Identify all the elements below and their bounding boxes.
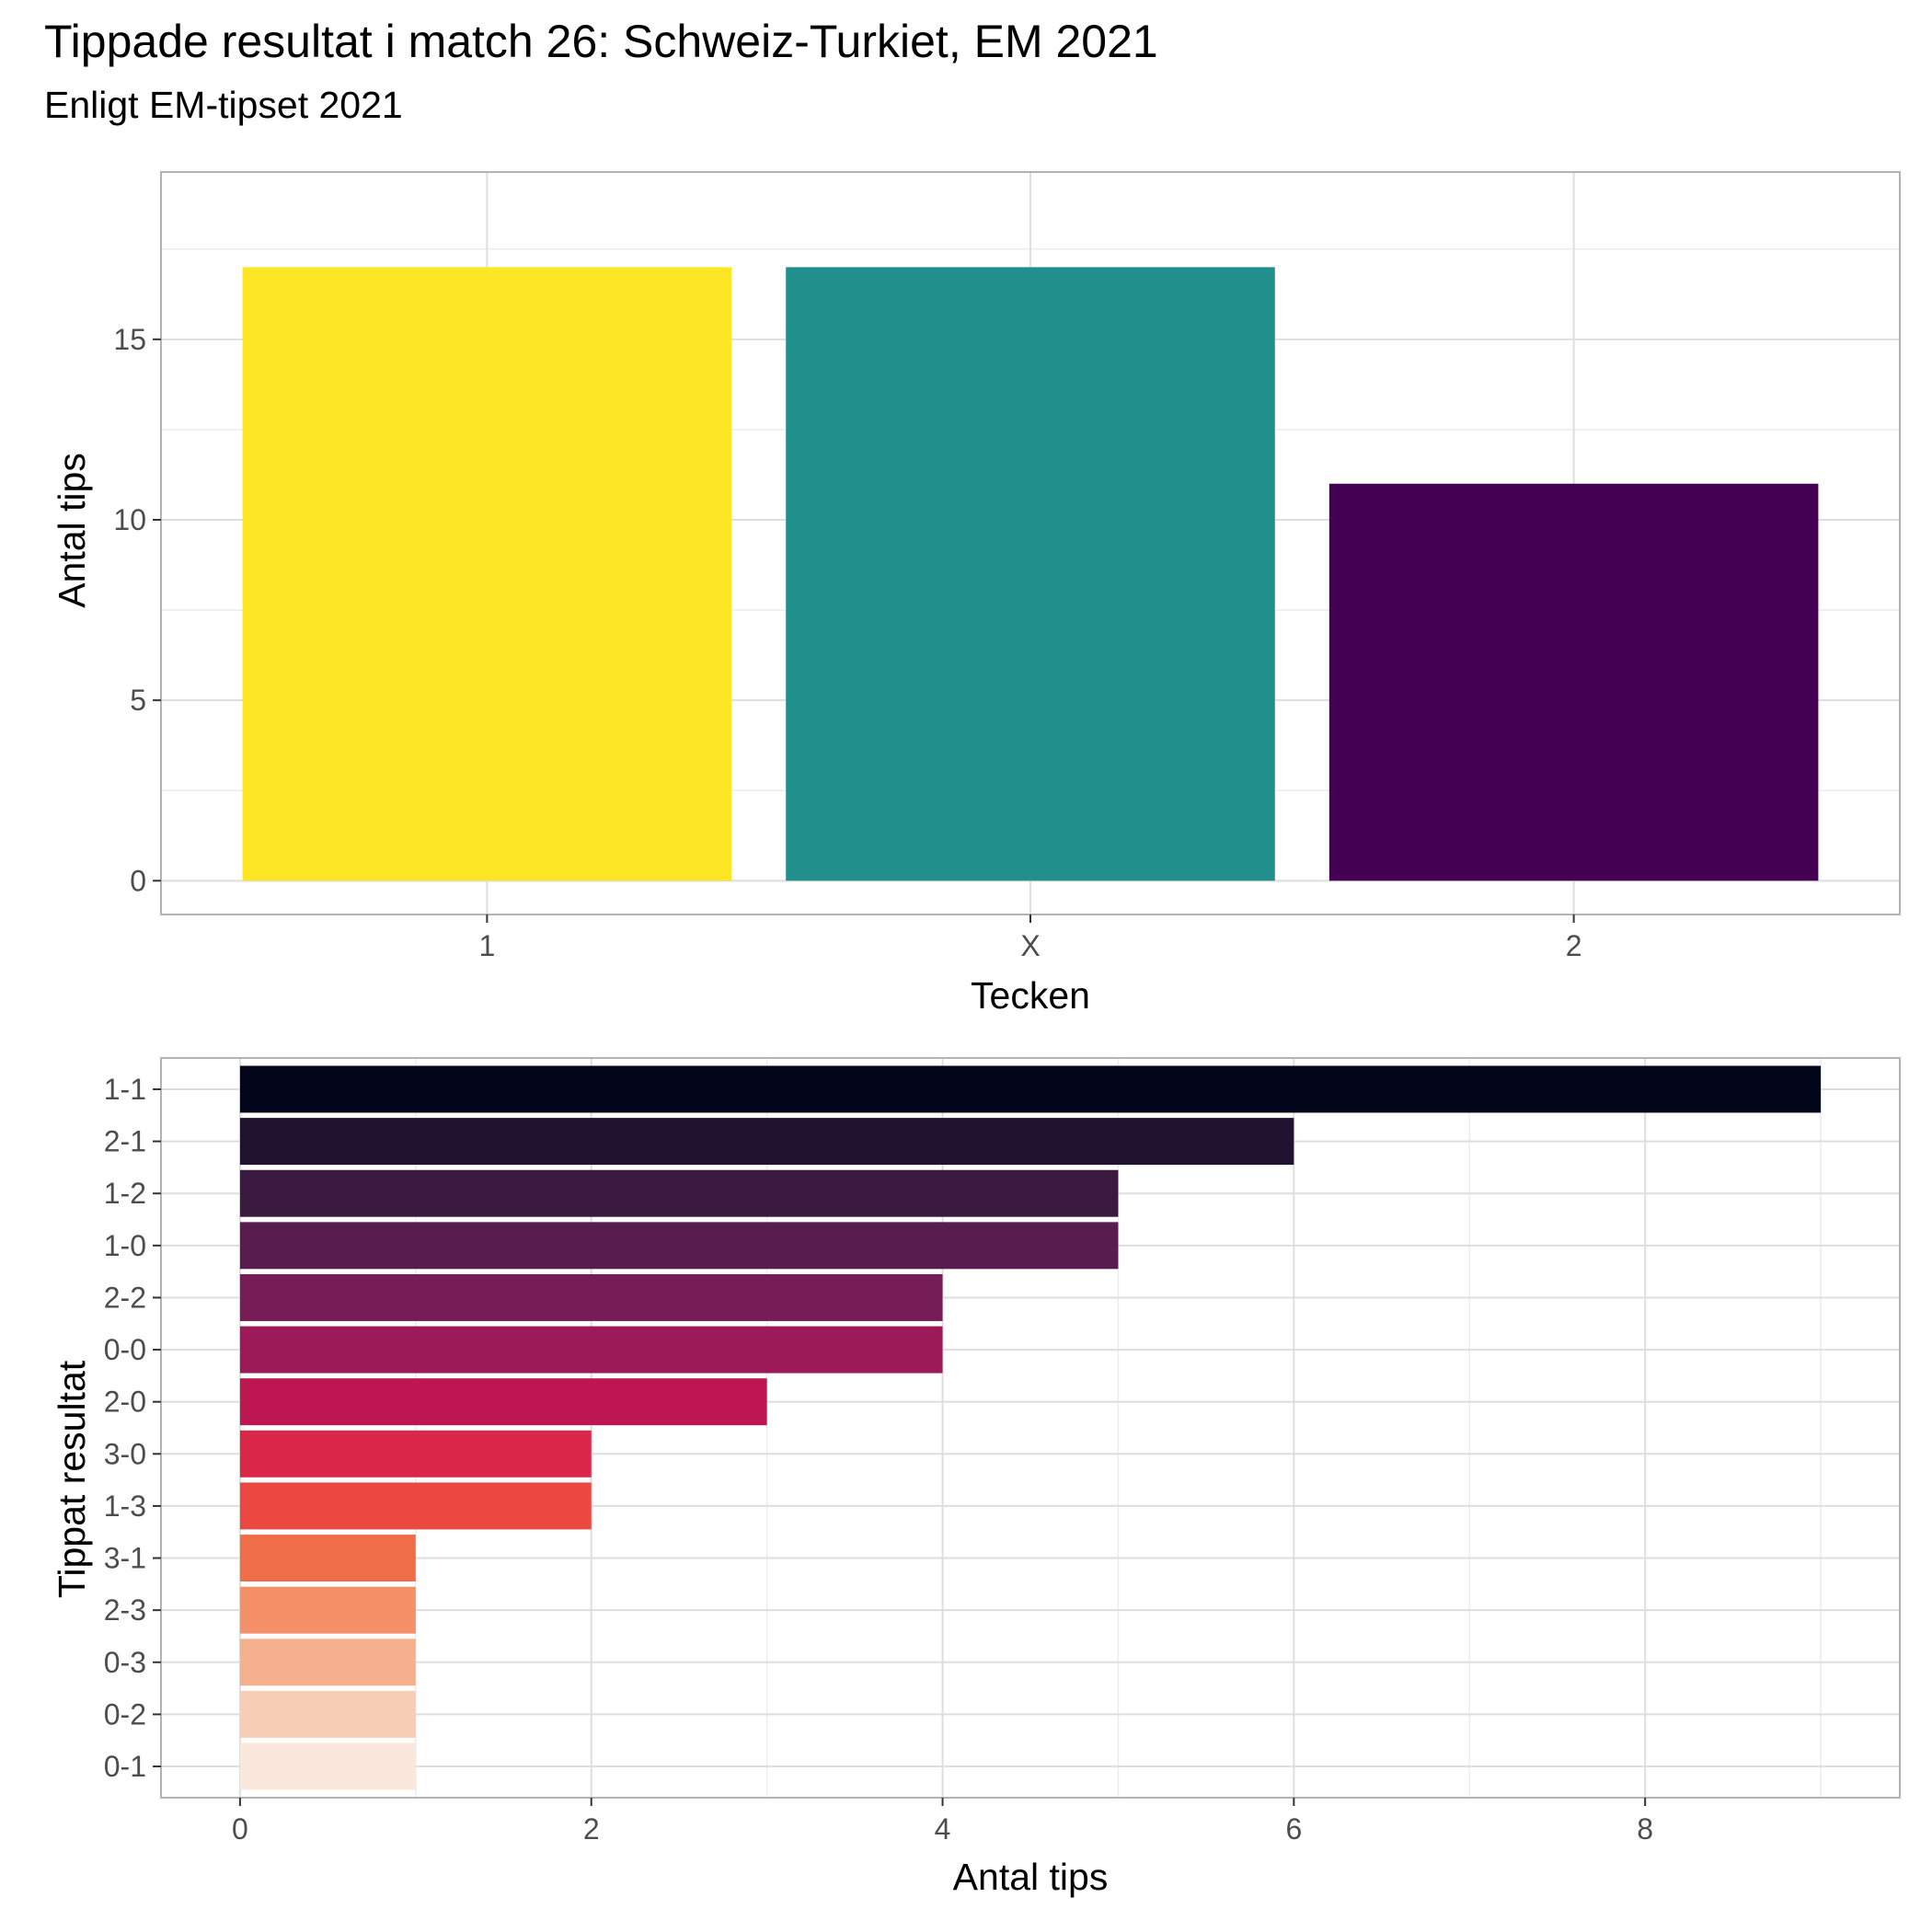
resultat-y-tick-label: 1-1 bbox=[104, 1073, 146, 1106]
resultat-y-tick-label: 2-1 bbox=[104, 1125, 146, 1158]
tecken-x-tick-label: X bbox=[1020, 929, 1040, 962]
resultat-grid bbox=[161, 1058, 1900, 1798]
resultat-y-tick-label: 0-1 bbox=[104, 1750, 146, 1783]
resultat-y-tick-label: 3-0 bbox=[104, 1437, 146, 1470]
resultat-bar-0-1 bbox=[239, 1742, 416, 1790]
tecken-y-tick-label: 0 bbox=[130, 864, 146, 897]
tecken-bar-chart: 0 5 10 15 1 X 2 Tecken Antal tips bbox=[51, 171, 1901, 1017]
resultat-x-tick-label: 6 bbox=[1285, 1812, 1302, 1846]
resultat-bar-2-2 bbox=[239, 1273, 943, 1321]
resultat-y-tick-label: 0-0 bbox=[104, 1333, 146, 1366]
tecken-x-tick-label: 1 bbox=[478, 929, 495, 962]
resultat-x-tick-label: 4 bbox=[935, 1812, 951, 1846]
tecken-y-tick-label: 15 bbox=[113, 323, 146, 356]
resultat-y-tick-label: 3-1 bbox=[104, 1542, 146, 1575]
resultat-y-tick-label: 1-2 bbox=[104, 1177, 146, 1210]
tecken-bar-X bbox=[786, 267, 1275, 881]
resultat-bar-0-0 bbox=[239, 1326, 943, 1374]
tecken-x-axis-label: Tecken bbox=[971, 974, 1090, 1017]
resultat-y-tick-label: 1-3 bbox=[104, 1489, 146, 1523]
resultat-y-tick-label: 2-2 bbox=[104, 1281, 146, 1314]
tecken-bar-2 bbox=[1328, 483, 1819, 881]
tecken-y-axis-label: Antal tips bbox=[51, 453, 93, 608]
resultat-y-tick-label: 0-3 bbox=[104, 1646, 146, 1679]
tecken-y-tick-label: 10 bbox=[113, 503, 146, 536]
resultat-x-ticks: 0 2 4 6 8 bbox=[232, 1798, 1653, 1846]
resultat-x-axis-label: Antal tips bbox=[953, 1856, 1109, 1898]
resultat-y-tick-label: 1-0 bbox=[104, 1229, 146, 1262]
resultat-bar-2-3 bbox=[239, 1586, 416, 1634]
resultat-x-tick-label: 2 bbox=[583, 1812, 600, 1846]
tecken-x-tick-label: 2 bbox=[1566, 929, 1582, 962]
resultat-bar-1-2 bbox=[239, 1169, 1119, 1217]
resultat-x-tick-label: 0 bbox=[232, 1812, 248, 1846]
resultat-y-ticks: 1-1 2-1 1-2 1-0 2-2 0-0 2-0 3-0 1-3 3-1 2-3 0-3 0-2 0… bbox=[104, 1073, 161, 1783]
resultat-bar-1-0 bbox=[239, 1222, 1119, 1270]
chart-title: Tippade resultat i match 26: Schweiz-Tur… bbox=[44, 16, 1158, 67]
tecken-x-ticks: 1 X 2 bbox=[478, 914, 1582, 962]
resultat-bars bbox=[239, 1065, 1822, 1790]
tecken-bar-1 bbox=[242, 267, 732, 881]
resultat-bar-0-3 bbox=[239, 1639, 416, 1686]
resultat-y-tick-label: 2-0 bbox=[104, 1386, 146, 1419]
resultat-y-tick-label: 2-3 bbox=[104, 1593, 146, 1627]
tecken-y-tick-label: 5 bbox=[130, 684, 146, 717]
resultat-bar-3-0 bbox=[239, 1430, 592, 1478]
resultat-y-axis-label: Tippat resultat bbox=[51, 1360, 93, 1598]
resultat-x-tick-label: 8 bbox=[1637, 1812, 1653, 1846]
resultat-bar-2-0 bbox=[239, 1378, 767, 1426]
chart-subtitle: Enligt EM-tipset 2021 bbox=[44, 84, 403, 126]
resultat-y-tick-label: 0-2 bbox=[104, 1697, 146, 1731]
tecken-bars bbox=[242, 267, 1819, 881]
tecken-y-ticks: 0 5 10 15 bbox=[113, 323, 161, 897]
resultat-bar-chart: 1-1 2-1 1-2 1-0 2-2 0-0 2-0 3-0 1-3 3-1 2-3 0-3 0-2 0… bbox=[51, 1057, 1901, 1898]
resultat-bar-2-1 bbox=[239, 1118, 1294, 1166]
resultat-bar-1-1 bbox=[239, 1065, 1822, 1113]
resultat-bar-0-2 bbox=[239, 1690, 416, 1738]
resultat-bar-1-3 bbox=[239, 1482, 592, 1530]
resultat-bar-3-1 bbox=[239, 1535, 416, 1582]
resultat-panel-border bbox=[160, 1057, 1901, 1799]
